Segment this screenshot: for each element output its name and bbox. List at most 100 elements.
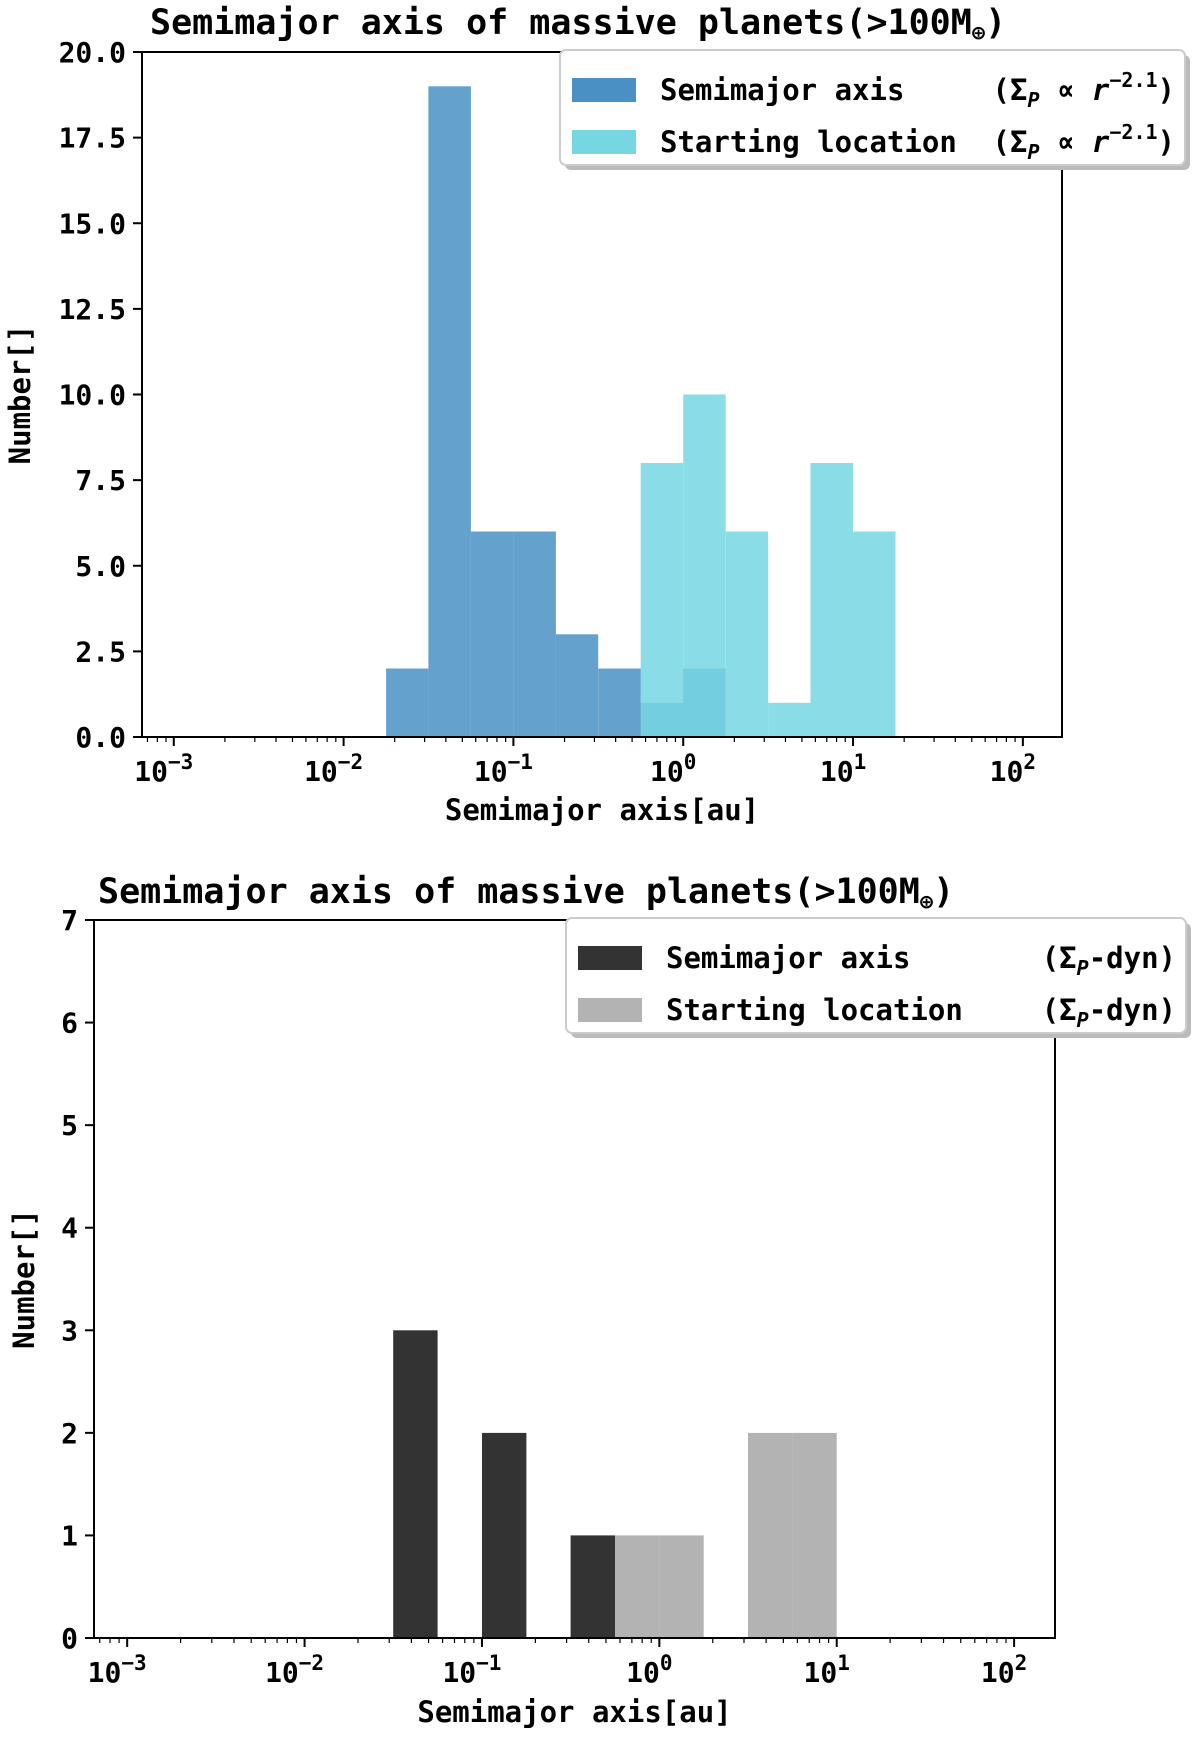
x-tick-exp: −3: [121, 1651, 146, 1675]
chart-title: Semimajor axis of massive planets(>100M⊕…: [98, 872, 954, 915]
legend-label-2: Starting location: [660, 125, 957, 159]
x-tick-label: 10−3: [88, 1651, 147, 1689]
x-tick-base: 10: [650, 755, 684, 788]
x-tick-base: 10: [820, 755, 854, 788]
legend-suffix-tail: -dyn): [1089, 941, 1176, 975]
legend-suffix-sup: −2.1: [1109, 120, 1157, 144]
legend-swatch-2: [578, 998, 642, 1022]
x-tick-exp: 1: [837, 1651, 850, 1675]
legend-suffix-tail: ∝ r: [1040, 125, 1110, 159]
x-tick-base: 10: [990, 755, 1024, 788]
legend-suffix-tail: ∝ r: [1040, 73, 1110, 107]
chart-title-close: ): [985, 3, 1006, 43]
y-tick-label: 3: [61, 1314, 78, 1347]
bar-series1-bin1: [386, 668, 429, 737]
legend-suffix-tail: -dyn): [1089, 993, 1176, 1027]
legend-suffix-1: (ΣP-dyn): [1042, 941, 1176, 980]
bar-series2-bin12: [853, 531, 896, 737]
y-tick-label: 5.0: [75, 550, 126, 583]
legend-suffix-2: (ΣP ∝ r−2.1): [993, 120, 1175, 164]
legend-label-2: Starting location: [666, 993, 963, 1027]
chart-title-text: Semimajor axis of massive planets(>100M: [98, 872, 920, 912]
x-tick-base: 10: [474, 755, 508, 788]
y-tick-label: 2.5: [75, 635, 126, 668]
bar-series2-bin8: [683, 394, 726, 737]
x-tick-label: 10−2: [304, 750, 363, 788]
y-tick-label: 15.0: [59, 207, 126, 240]
bar-series2-bin11: [810, 463, 853, 737]
bar-series2-bin9: [748, 1432, 793, 1638]
y-tick-label: 12.5: [59, 293, 126, 326]
x-tick-label: 10−1: [474, 750, 533, 788]
bar-series1-bin6: [598, 668, 641, 737]
x-tick-base: 10: [626, 1656, 660, 1689]
bar-series2-bin6: [615, 1535, 660, 1638]
legend-box: [565, 917, 1187, 1034]
x-tick-base: 10: [88, 1656, 122, 1689]
legend-suffix-sub: P: [1027, 88, 1039, 112]
x-tick-label: 102: [990, 750, 1036, 788]
chart-title-symbol: ⊕: [920, 890, 933, 915]
x-tick-base: 10: [442, 1656, 476, 1689]
legend-suffix-2: (ΣP-dyn): [1042, 993, 1176, 1032]
x-tick-label: 100: [626, 1651, 672, 1689]
y-tick-label: 0: [61, 1622, 78, 1655]
bar-series1-bin5: [570, 1535, 615, 1638]
x-tick-exp: −1: [476, 1651, 501, 1675]
x-tick-base: 10: [265, 1656, 299, 1689]
y-tick-label: 4: [61, 1212, 78, 1245]
legend-swatch-1: [578, 946, 642, 970]
x-tick-exp: 2: [1015, 1651, 1028, 1675]
legend-suffix-sub: P: [1077, 1008, 1089, 1032]
y-axis-label: Number[]: [7, 1209, 41, 1349]
legend: Semimajor axis (ΣP-dyn)Starting location(…: [565, 917, 1191, 1038]
chart-title: Semimajor axis of massive planets(>100M⊕…: [150, 3, 1006, 46]
legend-suffix-sub: P: [1077, 956, 1089, 980]
x-tick-base: 10: [304, 755, 338, 788]
legend-suffix-open: (Σ: [1042, 993, 1077, 1027]
x-tick-label: 10−1: [442, 1651, 501, 1689]
y-tick-label: 7: [61, 904, 78, 937]
bar-series2-bin10: [768, 702, 811, 738]
legend-label-1: Semimajor axis: [666, 941, 910, 975]
x-tick-base: 10: [804, 1656, 838, 1689]
x-tick-base: 10: [134, 755, 168, 788]
legend: Semimajor axis (ΣP ∝ r−2.1)Starting locat…: [559, 49, 1190, 170]
x-tick-exp: 0: [684, 750, 697, 774]
bar-series1-bin4: [513, 531, 556, 737]
chart-2: Semimajor axis of massive planets(>100M⊕…: [7, 872, 1191, 1729]
chart-title-symbol: ⊕: [972, 21, 985, 46]
legend-label-1: Semimajor axis: [660, 73, 904, 107]
legend-box: [559, 49, 1186, 166]
bar-series2-bin7: [659, 1535, 704, 1638]
bar-series2-bin10: [792, 1432, 837, 1638]
x-tick-label: 101: [804, 1651, 850, 1689]
x-tick-label: 10−2: [265, 1651, 324, 1689]
legend-suffix-open: (Σ: [1042, 941, 1077, 975]
legend-suffix-sub: P: [1027, 140, 1039, 164]
x-tick-exp: 1: [854, 750, 867, 774]
y-axis-label: Number[]: [3, 325, 37, 465]
bar-series1-bin2: [428, 86, 471, 738]
legend-swatch-2: [572, 130, 636, 154]
y-tick-label: 20.0: [59, 36, 126, 69]
bar-series1-bin3: [470, 531, 514, 737]
x-tick-base: 10: [981, 1656, 1015, 1689]
legend-suffix-open: (Σ: [993, 73, 1028, 107]
chart-title-text: Semimajor axis of massive planets(>100M: [150, 3, 972, 43]
legend-suffix-sup: −2.1: [1109, 68, 1157, 92]
x-tick-label: 10−3: [134, 750, 193, 788]
x-tick-exp: 2: [1023, 750, 1036, 774]
y-tick-label: 2: [61, 1417, 78, 1450]
legend-suffix-close: ): [1158, 125, 1175, 159]
x-tick-label: 100: [650, 750, 696, 788]
bar-series1-bin5: [555, 634, 599, 738]
x-tick-exp: −2: [299, 1651, 324, 1675]
legend-swatch-1: [572, 78, 636, 102]
x-tick-exp: −1: [508, 750, 533, 774]
x-tick-exp: 0: [660, 1651, 673, 1675]
y-tick-label: 17.5: [59, 122, 126, 155]
x-tick-exp: −2: [338, 750, 363, 774]
x-tick-label: 102: [981, 1651, 1027, 1689]
